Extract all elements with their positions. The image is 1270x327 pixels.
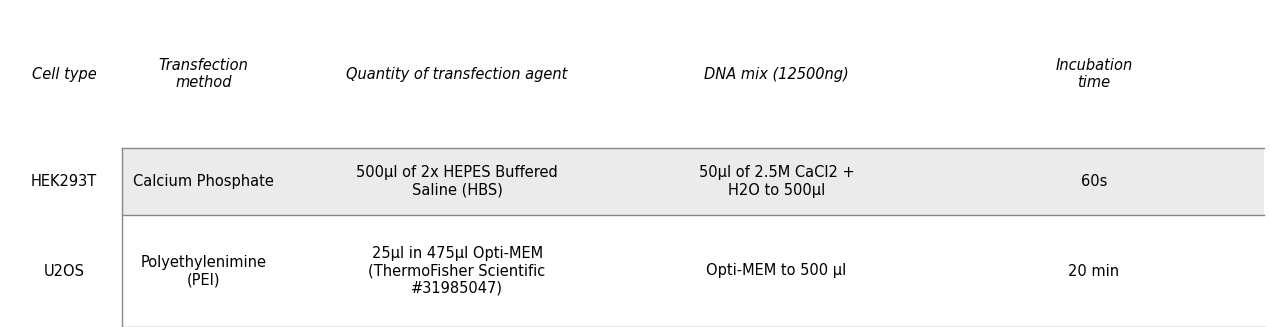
Text: DNA mix (12500ng): DNA mix (12500ng) [704, 66, 848, 81]
Text: Quantity of transfection agent: Quantity of transfection agent [347, 66, 568, 81]
Text: Calcium Phosphate: Calcium Phosphate [133, 174, 274, 189]
Text: 50µl of 2.5M CaCl2 +
H2O to 500µl: 50µl of 2.5M CaCl2 + H2O to 500µl [698, 165, 855, 198]
Text: 60s: 60s [1081, 174, 1107, 189]
Text: Transfection
method: Transfection method [159, 58, 249, 90]
Bar [122, 148, 1264, 215]
Text: Incubation
time: Incubation time [1055, 58, 1133, 90]
Text: 500µl of 2x HEPES Buffered
Saline (HBS): 500µl of 2x HEPES Buffered Saline (HBS) [356, 165, 558, 198]
Text: HEK293T: HEK293T [30, 174, 98, 189]
Text: 25µl in 475µl Opti-MEM
(ThermoFisher Scientific
#31985047): 25µl in 475µl Opti-MEM (ThermoFisher Sci… [368, 246, 546, 296]
Text: U2OS: U2OS [43, 264, 85, 279]
Text: 20 min: 20 min [1068, 264, 1119, 279]
Text: Polyethylenimine
(PEI): Polyethylenimine (PEI) [141, 255, 267, 287]
Text: Cell type: Cell type [32, 66, 97, 81]
Text: Opti-MEM to 500 µl: Opti-MEM to 500 µl [706, 264, 847, 279]
